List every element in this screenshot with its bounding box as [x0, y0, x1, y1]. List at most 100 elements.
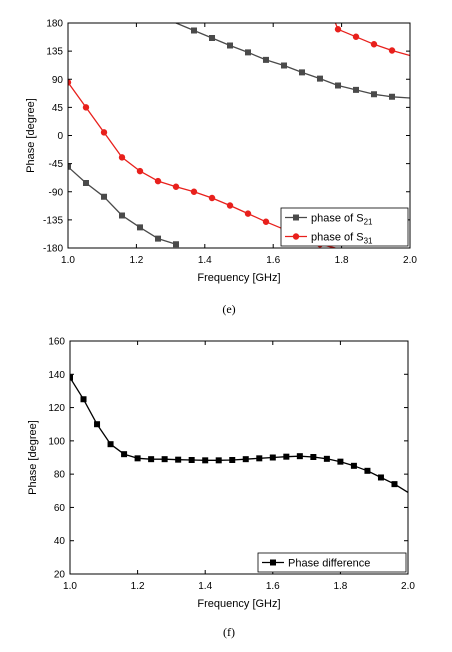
legend-label-text: phase of S	[311, 232, 364, 244]
data-point	[388, 47, 396, 54]
data-point	[70, 374, 73, 381]
legend-label-subscript: 21	[364, 218, 373, 227]
data-point	[100, 129, 108, 136]
series-line	[68, 166, 179, 247]
data-point	[121, 451, 128, 458]
x-axis-title: Frequency [GHz]	[197, 598, 280, 610]
data-point	[68, 79, 72, 86]
data-point	[352, 86, 359, 93]
data-point	[118, 154, 126, 161]
y-tick-label: -180	[43, 244, 63, 255]
data-point	[94, 421, 101, 428]
legend-label-1: Phase difference	[288, 558, 370, 570]
y-tick-label: 180	[46, 19, 63, 30]
data-point	[175, 456, 182, 463]
legend-label-subscript: 31	[364, 237, 373, 246]
plot-frame	[69, 340, 409, 575]
data-point	[389, 93, 396, 100]
data-point	[80, 396, 87, 403]
data-point	[136, 224, 143, 231]
data-point	[101, 193, 108, 200]
data-point	[283, 453, 290, 460]
data-point	[155, 235, 162, 242]
y-tick-label: 0	[57, 131, 63, 142]
data-point	[148, 456, 155, 463]
legend: Phase difference	[257, 552, 407, 573]
data-point	[262, 218, 270, 225]
data-point	[310, 454, 317, 461]
data-point	[226, 202, 234, 209]
data-point	[227, 42, 234, 49]
x-tick-label: 2.0	[401, 581, 415, 592]
legend-swatch-marker	[293, 214, 299, 221]
x-tick-label: 1.6	[266, 255, 280, 266]
x-tick-label: 1.0	[61, 255, 75, 266]
y-axis-title: Phase [degree]	[25, 98, 37, 173]
data-point	[208, 194, 216, 202]
data-point	[281, 62, 288, 69]
series-1	[68, 23, 410, 248]
chart-f: 1.0 1.2 1.4 1.6 1.8 2.0 20 40 60 80 100 120 140 160 Fr…	[27, 337, 415, 640]
x-tick-label: 1.2	[131, 581, 145, 592]
data-point	[370, 91, 377, 98]
y-tick-label: 160	[48, 337, 65, 348]
data-point	[323, 455, 330, 462]
series-line	[70, 377, 408, 493]
x-tick-label: 1.4	[198, 581, 212, 592]
series-line	[334, 23, 410, 57]
data-point	[119, 212, 126, 219]
legend-label-text: phase of S	[311, 213, 364, 225]
y-tick-label: 100	[48, 436, 65, 447]
y-tick-label: -45	[49, 159, 64, 170]
data-point	[350, 462, 357, 469]
x-tick-label: 1.6	[266, 581, 280, 592]
data-point	[229, 456, 236, 463]
legend-box	[280, 207, 409, 247]
y-tick-label: 45	[52, 103, 64, 114]
x-tick-label: 1.2	[129, 255, 143, 266]
x-tick-label: 1.8	[335, 255, 349, 266]
figure-caption: (f)	[223, 625, 235, 639]
data-point	[298, 69, 305, 76]
data-point	[377, 474, 384, 481]
data-point	[136, 167, 144, 175]
data-point	[244, 210, 252, 217]
data-point	[337, 458, 344, 465]
data-point	[154, 177, 162, 185]
x-tick-label: 2.0	[403, 255, 417, 266]
series-1	[70, 374, 408, 493]
data-point	[335, 82, 342, 89]
data-point	[370, 41, 378, 48]
legend-swatch-marker	[292, 233, 300, 240]
data-point	[188, 456, 195, 463]
data-point	[190, 188, 198, 195]
y-tick-label: 20	[54, 570, 66, 581]
chart-e: 1.0 1.2 1.4 1.6 1.8 2.0 -180 -135 -90 -45 0 45 90 135…	[25, 19, 417, 317]
data-point	[256, 455, 263, 462]
x-axis-title: Frequency [GHz]	[197, 272, 280, 284]
data-point	[316, 75, 323, 82]
data-point	[391, 481, 398, 488]
y-tick-label: 90	[52, 75, 64, 86]
y-tick-label: 60	[54, 503, 66, 514]
legend-swatch-marker	[270, 559, 276, 566]
figure-caption: (e)	[222, 302, 235, 316]
data-point	[190, 27, 197, 34]
y-tick-label: 120	[48, 403, 65, 414]
data-point	[215, 457, 222, 464]
data-point	[296, 453, 303, 460]
legend-label-1: phase of S21	[311, 213, 373, 227]
data-point	[209, 35, 216, 41]
data-point	[68, 163, 71, 170]
series-line	[175, 23, 410, 99]
data-point	[352, 33, 360, 40]
data-point	[161, 456, 168, 463]
legend-label-2: phase of S31	[311, 232, 373, 246]
data-point	[134, 455, 141, 462]
data-point	[82, 180, 89, 186]
series-2	[68, 23, 410, 248]
data-point	[172, 183, 180, 190]
data-point	[262, 56, 269, 63]
legend-box	[257, 552, 407, 573]
